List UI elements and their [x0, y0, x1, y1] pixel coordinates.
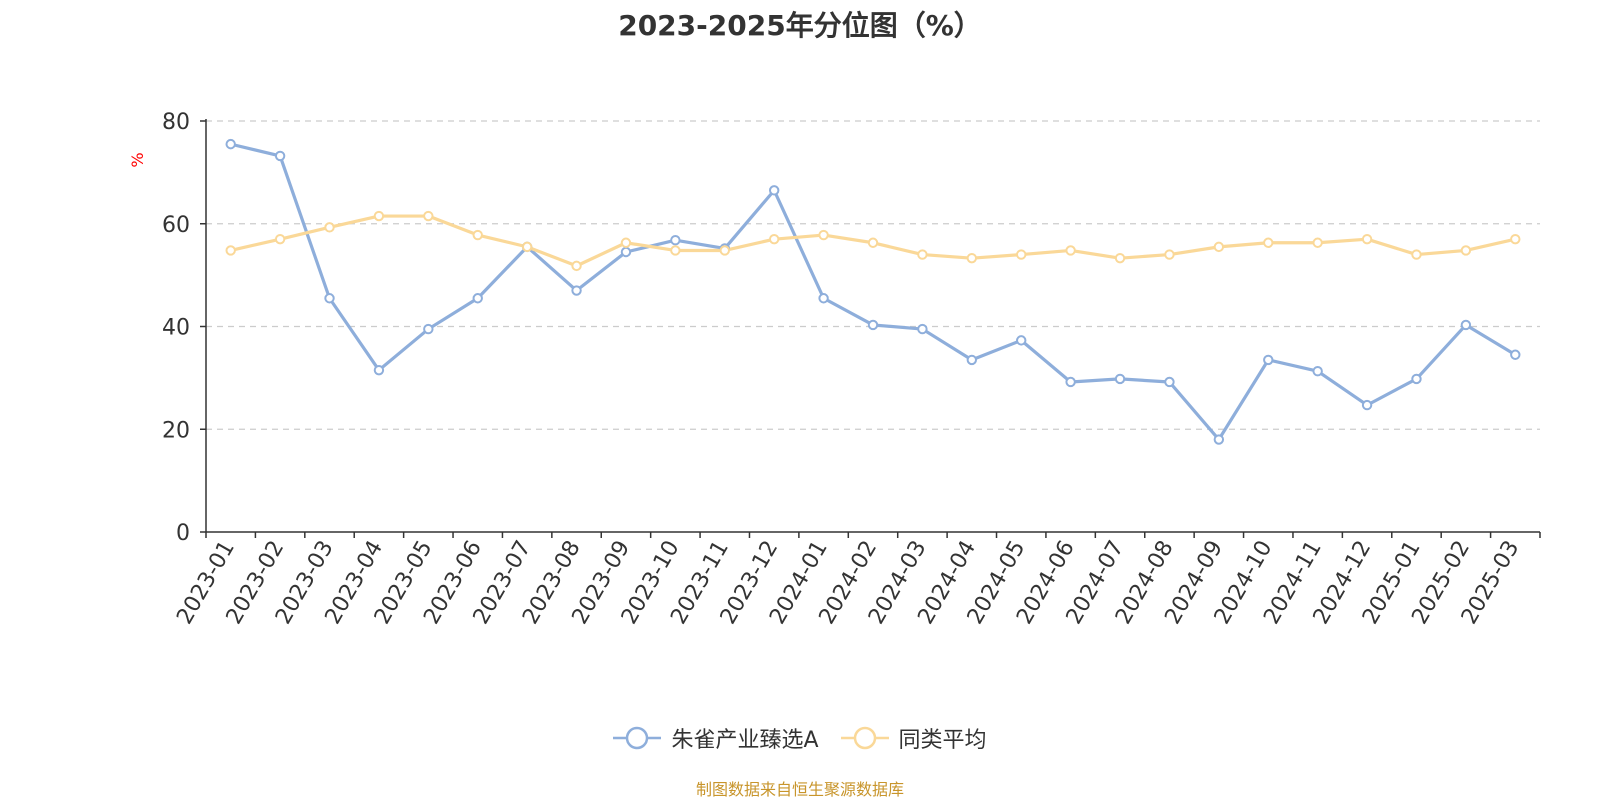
data-point [917, 249, 928, 260]
data-point [1510, 349, 1521, 360]
data-point [472, 229, 483, 241]
data-point [1411, 373, 1422, 385]
legend-marker-icon [840, 726, 889, 750]
data-point [373, 364, 385, 376]
y-tick-label: 80 [162, 110, 190, 135]
data-point [1164, 376, 1175, 388]
line-chart: 0204060802023-012023-022023-032023-04202… [128, 110, 1541, 629]
data-point [818, 293, 829, 304]
data-point [719, 245, 730, 256]
legend-label: 同类平均 [898, 728, 987, 753]
data-point [1361, 233, 1373, 245]
chart-title: 2023-2025年分位图（%） [618, 9, 982, 42]
legend-item[interactable]: 同类平均 [840, 722, 987, 754]
legend-marker-icon [613, 726, 662, 750]
data-point [768, 185, 780, 196]
data-point [620, 246, 632, 258]
data-point [1114, 252, 1126, 264]
source-note: 制图数据来自恒生聚源数据库 [695, 780, 904, 799]
legend-label: 朱雀产业臻选A [671, 728, 819, 753]
axes: 0204060802023-012023-022023-032023-04202… [162, 110, 1541, 629]
y-axis-label: % [128, 152, 147, 167]
data-point [1114, 373, 1126, 385]
data-point [274, 233, 286, 245]
series [225, 138, 1521, 445]
data-point [1213, 241, 1225, 253]
data-point [670, 234, 681, 246]
data-point [225, 138, 236, 150]
y-tick-label: 20 [162, 418, 190, 443]
data-point [966, 354, 978, 366]
data-point [1460, 319, 1472, 331]
data-point [1065, 245, 1076, 256]
data-point [472, 293, 483, 304]
data-point [1361, 399, 1373, 411]
data-point [917, 323, 928, 335]
data-point [620, 237, 632, 248]
legend-item[interactable]: 朱雀产业臻选A [613, 722, 819, 754]
data-point [1016, 249, 1027, 260]
data-point [274, 150, 286, 162]
y-tick-label: 40 [162, 316, 190, 341]
data-point [423, 323, 434, 335]
data-point [867, 319, 879, 331]
series-line-0 [230, 142, 1517, 442]
y-tick-label: 0 [176, 521, 190, 546]
data-point [1164, 249, 1175, 260]
data-point [373, 210, 385, 222]
data-point [1312, 365, 1323, 377]
data-point [1016, 335, 1027, 346]
data-point [1312, 237, 1323, 248]
data-point [768, 233, 780, 245]
data-point [1263, 237, 1274, 248]
data-point [423, 210, 434, 222]
data-point [324, 222, 335, 233]
data-point [521, 241, 533, 253]
data-point [670, 245, 681, 256]
data-point [867, 237, 879, 248]
data-point [571, 260, 582, 272]
data-point [966, 252, 978, 264]
data-point [225, 245, 236, 256]
data-point [1263, 354, 1274, 366]
data-point [571, 285, 582, 296]
data-point [1411, 249, 1422, 260]
data-point [1510, 233, 1521, 245]
data-point [1065, 376, 1076, 388]
legend: 朱雀产业臻选A 同类平均 [0, 722, 1600, 754]
data-point [324, 293, 335, 304]
data-point [1213, 434, 1225, 445]
grid-lines [206, 120, 1540, 430]
data-point [818, 229, 829, 241]
y-tick-label: 60 [162, 213, 190, 238]
data-point [1460, 245, 1472, 256]
